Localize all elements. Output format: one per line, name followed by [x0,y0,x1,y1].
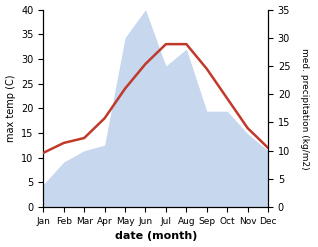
Y-axis label: med. precipitation (kg/m2): med. precipitation (kg/m2) [300,48,308,169]
X-axis label: date (month): date (month) [114,231,197,242]
Y-axis label: max temp (C): max temp (C) [5,75,16,142]
